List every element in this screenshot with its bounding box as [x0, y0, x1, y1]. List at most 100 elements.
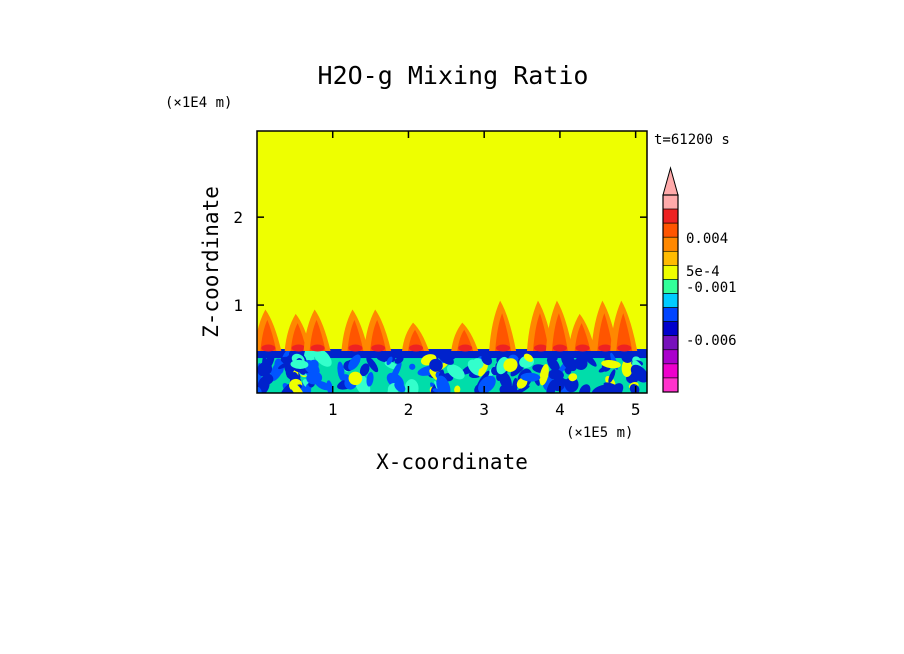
surface-cell	[601, 359, 621, 369]
y-tick-label: 2	[233, 208, 243, 227]
surface-cell	[432, 388, 440, 393]
surface-cell	[539, 364, 549, 386]
surface-cell	[280, 356, 293, 366]
x-axis: 1 2 3 4 5	[328, 131, 641, 419]
surface-cell	[436, 349, 454, 365]
surface-cell	[348, 371, 363, 386]
surface-cell	[478, 361, 489, 377]
surface-cell	[520, 372, 541, 382]
colorbar-segment	[662, 236, 679, 252]
surface-cell	[580, 349, 597, 367]
surface-cell	[404, 379, 419, 393]
plume	[341, 309, 369, 352]
surface-cell	[257, 387, 262, 393]
plume	[451, 322, 479, 352]
plume	[364, 309, 392, 352]
surface-cell	[289, 381, 305, 393]
surface-cell	[523, 353, 534, 363]
colorbar-segment	[662, 250, 679, 266]
surface-cell	[630, 364, 647, 383]
plume	[303, 309, 331, 352]
x-tick-label: 1	[328, 400, 338, 419]
plume	[489, 300, 517, 352]
colorbar-tick-label: -0.001	[686, 280, 737, 296]
surface-cell	[257, 362, 273, 377]
surface-cell	[552, 378, 565, 392]
surface-cell	[454, 385, 461, 393]
surface-cell	[579, 384, 591, 393]
plume	[402, 322, 430, 352]
x-scale-label: (×1E5 m)	[566, 425, 633, 441]
surface-cell	[366, 356, 379, 373]
surface-cell	[366, 371, 374, 387]
surface-cell	[561, 352, 577, 372]
y-tick-label: 1	[233, 296, 243, 315]
surface-cell	[621, 358, 633, 377]
colorbar-segment	[662, 265, 679, 280]
colorbar-tick-label: 5e-4	[686, 264, 720, 280]
colorbar-segment	[662, 321, 679, 337]
y-axis: 12	[233, 208, 647, 315]
x-tick-label: 3	[479, 400, 489, 419]
surface-cell	[598, 366, 609, 373]
y-scale-label: (×1E4 m)	[165, 95, 232, 111]
plume	[257, 309, 282, 352]
plot-frame	[256, 130, 648, 394]
colorbar-segment	[662, 349, 679, 365]
surface-cell	[359, 363, 370, 377]
surface-cell	[481, 353, 492, 366]
surface-cell	[394, 356, 404, 364]
plume	[568, 313, 596, 352]
surface-cell	[478, 375, 496, 393]
x-tick-label: 2	[404, 400, 414, 419]
surface-cell	[629, 384, 640, 393]
surface-cell	[429, 358, 443, 372]
colorbar-segment	[662, 194, 679, 210]
colorbar-segment	[662, 279, 679, 294]
heatmap-field	[257, 131, 647, 393]
colorbar-segment	[662, 208, 679, 224]
colorbar-arrow	[662, 166, 679, 196]
surface-cell	[409, 363, 416, 370]
x-tick-label: 4	[555, 400, 565, 419]
time-label: t=61200 s	[654, 132, 730, 148]
surface-cell	[472, 358, 484, 370]
x-axis-label: X-coordinate	[376, 450, 528, 474]
colorbar-segment	[662, 377, 679, 393]
surface-cell	[436, 375, 451, 393]
colorbar-segment	[662, 335, 679, 351]
surface-cell	[503, 358, 518, 372]
surface-cell	[312, 347, 332, 367]
colorbar-tick-label: 0.004	[686, 231, 728, 247]
surface-cell	[386, 356, 393, 365]
surface-top-band	[257, 349, 647, 359]
surface-cell	[568, 373, 578, 382]
y-axis-label: Z-coordinate	[199, 186, 223, 338]
colorbar-frame	[662, 194, 679, 393]
plume	[610, 300, 638, 352]
surface-cell	[290, 359, 309, 369]
surface-cell	[341, 374, 350, 381]
surface-cell	[447, 364, 465, 380]
colorbar-tick-label: -0.006	[686, 333, 737, 349]
colorbar-segment	[662, 307, 679, 322]
surface-cell	[608, 369, 616, 383]
surface-cell	[603, 382, 618, 390]
colorbar-segment	[662, 293, 679, 308]
surface-cell	[574, 356, 588, 370]
surface-cell	[348, 354, 361, 371]
surface-cell	[499, 384, 517, 393]
surface-cell	[394, 381, 406, 393]
chart-title: H2O-g Mixing Ratio	[318, 61, 589, 90]
plume	[545, 300, 573, 352]
x-tick-label: 5	[631, 400, 641, 419]
surface-layer	[257, 346, 647, 393]
colorbar-segment	[662, 363, 679, 379]
surface-cell	[274, 358, 284, 374]
colorbar-segment	[662, 222, 679, 238]
surface-cell	[390, 361, 402, 382]
plumes	[257, 300, 638, 352]
surface-cell	[564, 377, 579, 393]
surface-cell	[621, 351, 634, 363]
